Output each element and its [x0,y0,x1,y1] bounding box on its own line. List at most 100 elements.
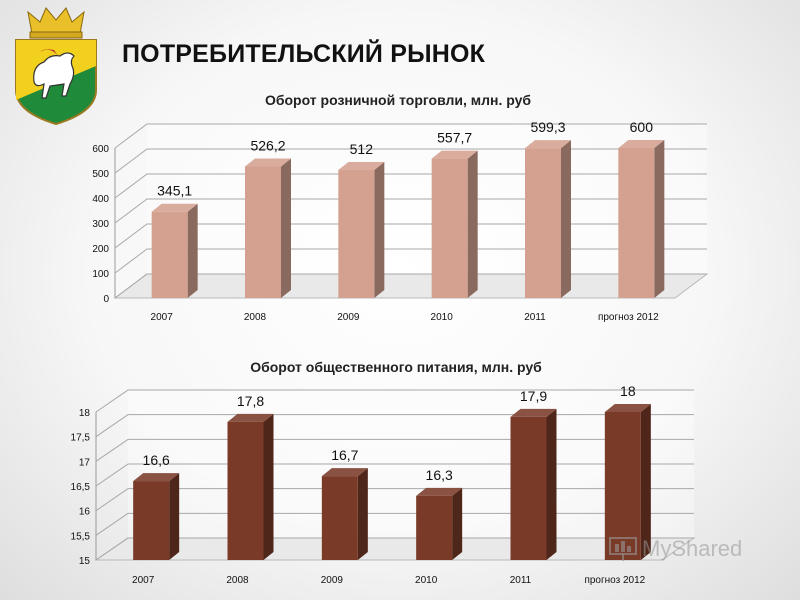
chart-floor [113,273,709,299]
data-label: 17,9 [520,388,547,404]
gridline [95,389,694,413]
data-label: 345,1 [157,183,192,199]
x-category-label: 2007 [132,575,155,586]
gridline [95,512,694,536]
bar [416,487,463,560]
x-category-label: 2011 [524,312,546,323]
gridline [114,273,707,299]
bar [431,150,478,298]
y-tick-label: 600 [92,144,109,155]
gridline [95,438,694,462]
bar-front [431,158,468,298]
bar-front [133,481,170,560]
gridline [95,537,694,561]
bar-front [618,148,655,298]
bar-side [452,487,463,560]
bar-top [227,413,274,422]
y-tick-label: 16,5 [71,482,91,493]
y-tick-label: 17 [79,457,91,468]
y-tick-label: 15 [79,556,91,567]
bar [618,140,665,298]
bar-front [245,166,281,298]
bar-top [416,487,463,496]
x-category-label: прогноз 2012 [584,575,645,586]
bar-top [321,468,368,477]
chart-title: Оборот розничной торговли, млн. руб [265,92,531,108]
page-title: ПОТРЕБИТЕЛЬСКИЙ РЫНОК [122,40,486,68]
bar-front [510,416,547,560]
gridline [114,248,707,274]
gridline [114,148,707,174]
x-category-label: 2008 [244,312,267,323]
bar-side [654,140,665,298]
presentation-icon [609,537,637,561]
x-category-label: 2009 [321,575,344,586]
data-label: 599,3 [530,119,565,135]
bar [321,468,368,560]
y-tick-label: 0 [103,294,109,305]
data-label: 600 [630,119,654,135]
gridline [114,223,707,249]
bar-top [151,203,198,212]
gridline [95,463,694,487]
y-tick-label: 100 [92,269,109,280]
y-tick-label: 16 [79,507,91,518]
bar-side [561,140,571,298]
bar-side [263,413,274,560]
y-tick-label: 15,5 [71,531,91,542]
bar [604,404,651,560]
gridline [114,198,707,224]
x-category-label: прогноз 2012 [598,312,659,323]
bar [133,473,180,560]
coat-of-arms-emblem [15,7,97,126]
watermark: MyShared [608,536,742,562]
x-category-label: 2009 [337,312,360,323]
bar-side [187,203,198,298]
bar-side [640,404,651,560]
bar-front [151,211,188,298]
y-tick-label: 300 [92,219,109,230]
x-category-label: 2010 [415,575,438,586]
y-tick-label: 17,5 [71,433,91,444]
bar-side [374,162,385,298]
data-label: 17,8 [237,393,264,409]
gridline [95,414,694,438]
data-label: 16,6 [143,452,170,468]
bar [510,408,557,560]
data-label: 16,3 [426,467,453,483]
horse-icon [33,49,75,99]
gridline [114,123,707,149]
watermark-text: MyShared [642,536,743,561]
x-category-label: 2008 [226,575,249,586]
x-category-label: 2007 [151,312,174,323]
data-label: 557,7 [437,130,472,146]
y-tick-label: 18 [79,408,91,419]
data-label: 526,2 [250,137,285,153]
bar-top [525,140,571,149]
bar-top [510,408,557,417]
bar-front [227,421,264,560]
gridline [95,488,694,512]
data-label: 16,7 [331,447,358,463]
bar-front [321,476,358,560]
bar-front [604,412,641,560]
bar [151,203,198,298]
bar-front [338,170,375,298]
bar-top [431,150,478,159]
data-label: 18 [620,383,636,399]
bar-side [546,408,557,560]
bar-front [416,495,453,560]
bar [338,162,385,298]
x-category-label: 2010 [431,312,454,323]
bar-top [618,140,665,148]
bar [525,140,571,298]
data-label: 512 [350,141,374,157]
bar-side [467,150,478,298]
chart-floor [94,537,696,561]
bar [245,158,291,298]
gridline [114,173,707,199]
retail-turnover-chart: Оборот розничной торговли, млн. руб 0 100 2… [92,92,709,323]
bar-top [338,162,385,170]
bar-top [245,158,291,167]
bar-top [604,404,651,412]
